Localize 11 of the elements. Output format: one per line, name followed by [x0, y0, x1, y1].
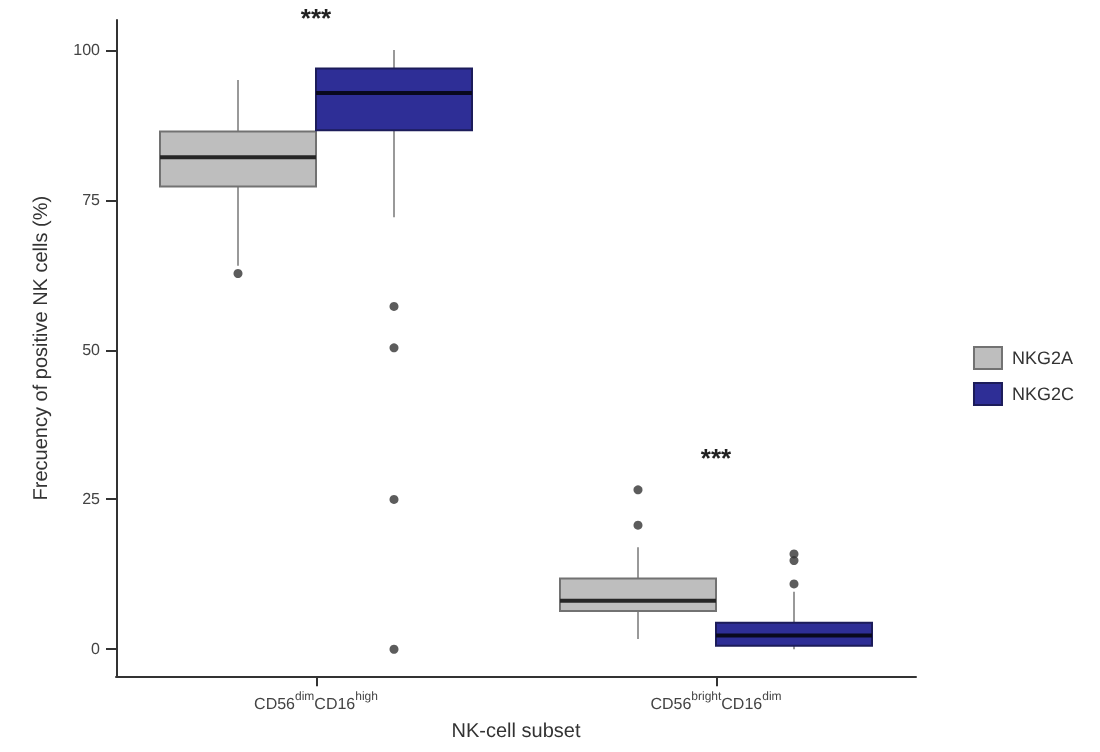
annotation: ***: [300, 2, 334, 33]
y-tick-label: 50: [82, 340, 102, 359]
y-axis-title: Frecuency of positive NK cells (%): [30, 195, 53, 501]
annotation: ***: [700, 442, 734, 473]
legend-label: NKG2A: [1011, 348, 1074, 368]
x-axis-title: NK-cell subset: [451, 721, 581, 743]
y-tick-label: 75: [82, 190, 102, 209]
y-tick-label: 100: [73, 40, 102, 59]
y-tick-label: 25: [82, 490, 102, 509]
legend-label: NKG2C: [1011, 384, 1075, 404]
y-tick-label: 0: [91, 640, 102, 659]
